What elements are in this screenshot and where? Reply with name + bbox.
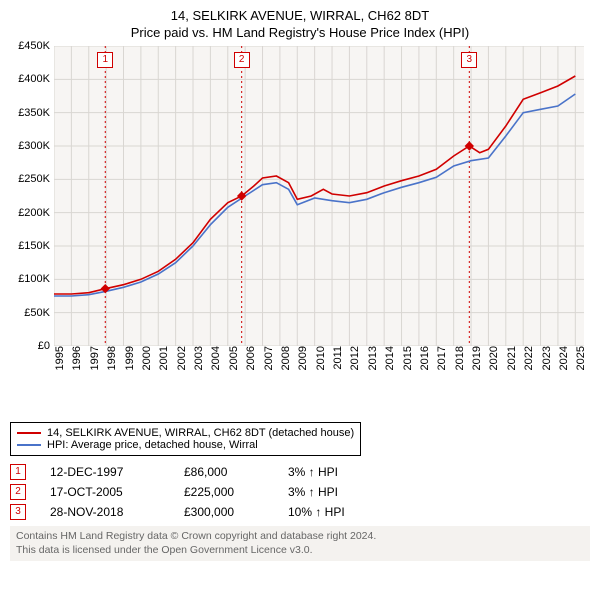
sale-date: 28-NOV-2018: [50, 505, 160, 519]
y-axis-tick-label: £200K: [18, 207, 54, 219]
x-axis-tick-label: 2005: [224, 346, 240, 370]
x-axis-tick-label: 2014: [380, 346, 396, 370]
sale-date: 17-OCT-2005: [50, 485, 160, 499]
x-axis-tick-label: 2000: [137, 346, 153, 370]
y-axis-tick-label: £150K: [18, 240, 54, 252]
sale-price: £225,000: [184, 485, 264, 499]
x-axis-tick-label: 2018: [450, 346, 466, 370]
sales-list: 1 12-DEC-1997 £86,000 3% ↑ HPI 2 17-OCT-2005 £…: [10, 464, 590, 520]
footer-line-2: This data is licensed under the Open Gov…: [16, 544, 584, 558]
x-axis-tick-label: 2004: [206, 346, 222, 370]
sale-date: 12-DEC-1997: [50, 465, 160, 479]
x-axis-tick-label: 2015: [398, 346, 414, 370]
x-axis-tick-label: 1996: [67, 346, 83, 370]
sale-index-box: 3: [10, 504, 26, 520]
x-axis-tick-label: 2007: [259, 346, 275, 370]
footer-attribution: Contains HM Land Registry data © Crown c…: [10, 526, 590, 561]
x-axis-tick-label: 2017: [432, 346, 448, 370]
y-axis-tick-label: £400K: [18, 73, 54, 85]
y-axis-tick-label: £100K: [18, 273, 54, 285]
y-axis-tick-label: £50K: [24, 307, 54, 319]
x-axis-tick-label: 2022: [519, 346, 535, 370]
footer-line-1: Contains HM Land Registry data © Crown c…: [16, 530, 584, 544]
title-address: 14, SELKIRK AVENUE, WIRRAL, CH62 8DT: [10, 8, 590, 23]
sale-pct-vs-hpi: 3% ↑ HPI: [288, 485, 408, 499]
legend-swatch: [17, 432, 41, 434]
y-axis-tick-label: £450K: [18, 40, 54, 52]
x-axis-tick-label: 2012: [345, 346, 361, 370]
sale-index-box: 2: [10, 484, 26, 500]
x-axis-tick-label: 2009: [293, 346, 309, 370]
x-axis-tick-label: 2025: [571, 346, 587, 370]
x-axis-tick-label: 2023: [537, 346, 553, 370]
sale-row: 3 28-NOV-2018 £300,000 10% ↑ HPI: [10, 504, 590, 520]
legend: 14, SELKIRK AVENUE, WIRRAL, CH62 8DT (de…: [10, 422, 361, 456]
y-axis-tick-label: £250K: [18, 173, 54, 185]
sale-row: 1 12-DEC-1997 £86,000 3% ↑ HPI: [10, 464, 590, 480]
x-axis-tick-label: 2019: [467, 346, 483, 370]
x-axis-tick-label: 1998: [102, 346, 118, 370]
sale-marker-box: 1: [97, 52, 113, 68]
x-axis-tick-label: 2006: [241, 346, 257, 370]
x-axis-tick-label: 2010: [311, 346, 327, 370]
x-axis-tick-label: 2001: [154, 346, 170, 370]
x-axis-tick-label: 2008: [276, 346, 292, 370]
legend-label: HPI: Average price, detached house, Wirr…: [47, 439, 258, 451]
x-axis-tick-label: 2021: [502, 346, 518, 370]
x-axis-tick-label: 1999: [120, 346, 136, 370]
sale-marker-box: 3: [461, 52, 477, 68]
x-axis-tick-label: 2003: [189, 346, 205, 370]
x-axis-tick-label: 1997: [85, 346, 101, 370]
y-axis-tick-label: £350K: [18, 107, 54, 119]
x-axis-tick-label: 2016: [415, 346, 431, 370]
legend-swatch: [17, 444, 41, 446]
x-axis-tick-label: 2013: [363, 346, 379, 370]
sale-row: 2 17-OCT-2005 £225,000 3% ↑ HPI: [10, 484, 590, 500]
sale-index-box: 1: [10, 464, 26, 480]
x-axis-tick-label: 2011: [328, 346, 344, 370]
x-axis-tick-label: 1995: [50, 346, 66, 370]
chart-svg: [54, 46, 584, 346]
legend-label: 14, SELKIRK AVENUE, WIRRAL, CH62 8DT (de…: [47, 427, 354, 439]
price-hpi-chart: £0£50K£100K£150K£200K£250K£300K£350K£400…: [54, 46, 584, 382]
sale-pct-vs-hpi: 3% ↑ HPI: [288, 465, 408, 479]
x-axis-tick-label: 2020: [484, 346, 500, 370]
legend-row: 14, SELKIRK AVENUE, WIRRAL, CH62 8DT (de…: [17, 427, 354, 439]
x-axis-tick-label: 2002: [172, 346, 188, 370]
sale-pct-vs-hpi: 10% ↑ HPI: [288, 505, 408, 519]
sale-price: £86,000: [184, 465, 264, 479]
legend-row: HPI: Average price, detached house, Wirr…: [17, 439, 354, 451]
sale-marker-box: 2: [234, 52, 250, 68]
x-axis-tick-label: 2024: [554, 346, 570, 370]
y-axis-tick-label: £300K: [18, 140, 54, 152]
sale-price: £300,000: [184, 505, 264, 519]
title-sub: Price paid vs. HM Land Registry's House …: [10, 25, 590, 40]
